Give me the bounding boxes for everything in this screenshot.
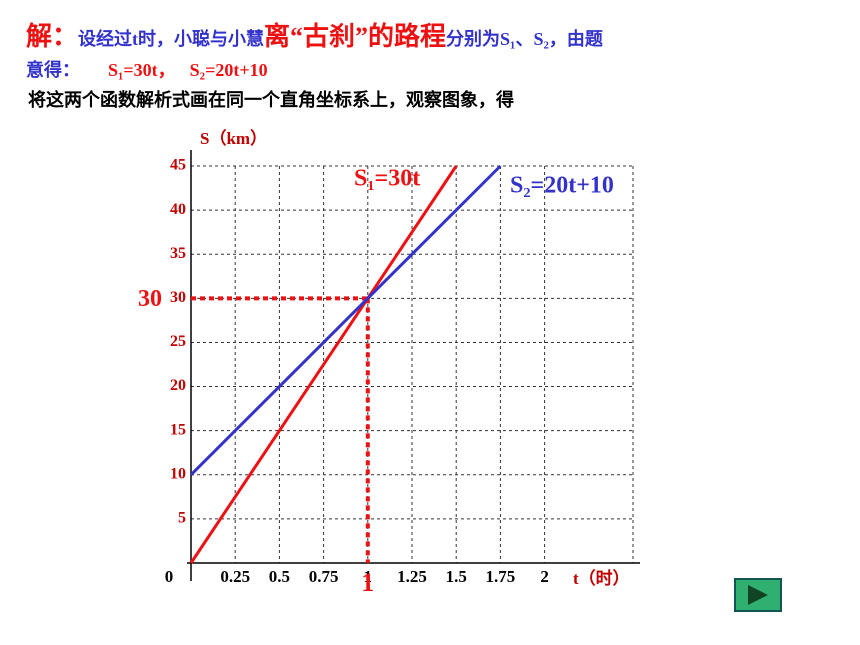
series-label: S₂=20t+10: [510, 173, 614, 199]
text: 解：: [26, 22, 79, 51]
y-tick-label: 20: [170, 377, 186, 394]
y-tick-label: 35: [170, 245, 186, 262]
y-tick-label: 40: [170, 201, 186, 218]
highlight-label: 30: [138, 286, 162, 312]
x-tick-label: 0.5: [269, 567, 290, 586]
icon: [748, 585, 768, 605]
header-line: 意得： S₁=30t， S₂=20t+10: [26, 56, 268, 82]
series-line: [189, 164, 502, 476]
y-axis-label: S（km）: [200, 128, 267, 148]
header-line: 解：设经过t时，小聪与小慧离“古刹”的路程分别为S₁、S₂，由题: [26, 16, 603, 53]
y-tick-label: 15: [170, 421, 186, 438]
x-tick-label: 0: [165, 567, 174, 586]
text: S₁=30t，: [108, 60, 176, 80]
triangle: [748, 585, 768, 605]
text: 意得：: [26, 60, 80, 80]
y-tick-label: 25: [170, 333, 186, 350]
text: 设经过t时，小聪与小慧: [78, 29, 265, 49]
y-tick-label: 5: [178, 510, 186, 527]
text: S₂=20t+10: [189, 60, 268, 80]
y-tick-label: 45: [170, 157, 186, 174]
x-tick-label: 2: [540, 567, 549, 586]
x-tick-label: 1.5: [446, 567, 467, 586]
series-label: S₁=30t: [354, 166, 420, 192]
text: 将这两个函数解析式画在同一个直角坐标系上，观察图象，得: [28, 90, 514, 110]
y-tick-label: 30: [170, 289, 186, 306]
text: 分别为S₁、S₂，由题: [446, 29, 603, 49]
x-tick-label: 0.25: [220, 567, 250, 586]
x-tick-label: 1: [364, 567, 373, 586]
y-tick-label: 10: [170, 465, 186, 482]
x-tick-label: 1.25: [397, 567, 427, 586]
series-line: [189, 165, 458, 564]
x-axis-label: t（时）: [573, 568, 630, 588]
x-tick-label: 1.75: [486, 567, 516, 586]
x-tick-label: 0.75: [309, 567, 339, 586]
highlight-label: 1: [361, 568, 374, 597]
next-button[interactable]: [734, 578, 782, 612]
text: 离“古刹”的路程: [264, 22, 447, 51]
